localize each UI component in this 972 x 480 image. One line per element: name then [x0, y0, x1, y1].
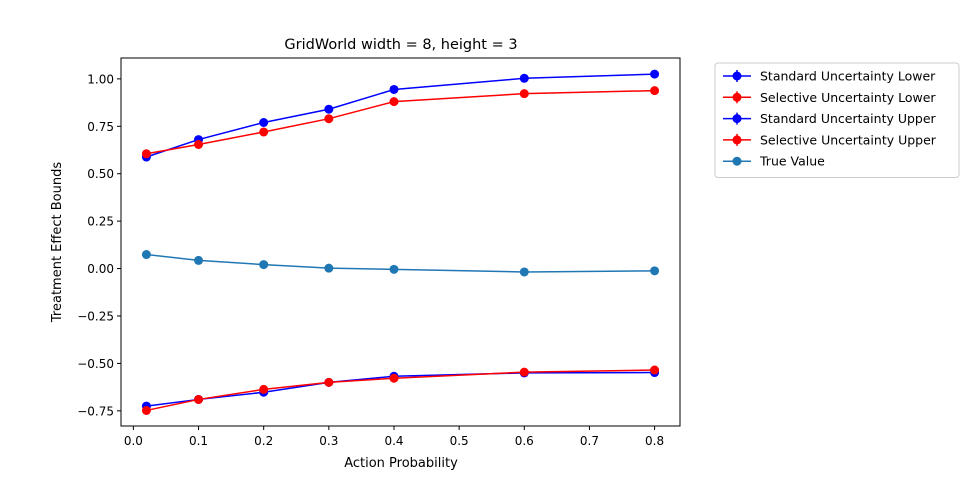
legend-marker — [732, 71, 742, 81]
data-point — [259, 384, 269, 394]
data-point — [519, 73, 529, 83]
series-4 — [141, 250, 660, 277]
y-axis-label: Treatment Effect Bounds — [50, 162, 65, 323]
y-tick-label: 1.00 — [87, 72, 114, 86]
plot-area — [141, 69, 660, 415]
y-tick-label: −0.75 — [77, 404, 114, 418]
x-tick-label: 0.1 — [189, 434, 208, 448]
data-point — [519, 267, 529, 277]
data-point — [324, 263, 334, 273]
y-tick-label: 0.75 — [87, 120, 114, 134]
y-axis: −0.75 −0.50 −0.25 0.00 0.25 0.50 0.75 1.00 — [77, 72, 121, 418]
legend-label: Selective Uncertainty Lower — [760, 90, 936, 105]
data-point — [259, 127, 269, 137]
data-point — [141, 250, 151, 260]
legend-entry: Standard Uncertainty Lower — [723, 69, 936, 84]
y-tick-label: 0.50 — [87, 167, 114, 181]
legend-label: True Value — [759, 154, 825, 169]
legend-box — [714, 62, 960, 178]
data-point — [650, 365, 660, 375]
x-tick-label: 0.0 — [124, 434, 143, 448]
series-0 — [141, 368, 660, 411]
data-point — [389, 97, 399, 107]
y-tick-label: 0.25 — [87, 215, 114, 229]
legend: Standard Uncertainty Lower Selective Unce… — [714, 62, 960, 178]
data-point — [389, 84, 399, 94]
data-point — [194, 394, 204, 404]
data-point — [389, 264, 399, 274]
data-point — [194, 139, 204, 149]
data-point — [389, 373, 399, 383]
x-tick-label: 0.5 — [450, 434, 469, 448]
data-point — [324, 377, 334, 387]
series-line — [146, 89, 655, 155]
y-tick-label: 0.00 — [87, 262, 114, 276]
x-tick-label: 0.2 — [254, 434, 273, 448]
legend-label: Standard Uncertainty Lower — [760, 69, 936, 84]
series-2 — [141, 69, 660, 162]
x-tick-label: 0.6 — [515, 434, 534, 448]
data-point — [259, 117, 269, 127]
legend-label: Standard Uncertainty Upper — [760, 111, 937, 126]
data-point — [650, 86, 660, 96]
legend-marker — [732, 114, 742, 124]
x-tick-label: 0.7 — [580, 434, 599, 448]
x-tick-label: 0.4 — [384, 434, 403, 448]
data-point — [194, 255, 204, 265]
legend-marker — [732, 156, 742, 166]
data-point — [324, 104, 334, 114]
x-tick-label: 0.8 — [645, 434, 664, 448]
legend-label: Selective Uncertainty Upper — [760, 132, 937, 147]
data-point — [141, 149, 151, 159]
data-point — [650, 266, 660, 276]
chart-title: GridWorld width = 8, height = 3 — [284, 37, 517, 53]
axes-frame — [120, 57, 681, 427]
legend-entry: Selective Uncertainty Lower — [723, 90, 936, 105]
data-point — [519, 367, 529, 377]
y-tick-label: −0.25 — [77, 309, 114, 323]
legend-marker — [732, 135, 742, 145]
series-1 — [141, 365, 660, 415]
legend-marker — [732, 92, 742, 102]
legend-entry: True Value — [723, 154, 825, 169]
x-axis-label: Action Probability — [344, 456, 458, 471]
data-point — [650, 69, 660, 79]
legend-entry: Standard Uncertainty Upper — [723, 111, 937, 126]
x-tick-label: 0.3 — [319, 434, 338, 448]
data-point — [519, 89, 529, 99]
series-line — [146, 253, 655, 273]
data-point — [141, 405, 151, 415]
legend-entry: Selective Uncertainty Upper — [723, 132, 937, 147]
y-tick-label: −0.50 — [77, 357, 114, 371]
series-line — [146, 73, 655, 158]
data-point — [259, 260, 269, 270]
data-point — [324, 114, 334, 124]
series-3 — [141, 86, 660, 159]
x-axis: 0.0 0.1 0.2 0.3 0.4 0.5 0.6 0.7 0.8 — [124, 426, 664, 448]
